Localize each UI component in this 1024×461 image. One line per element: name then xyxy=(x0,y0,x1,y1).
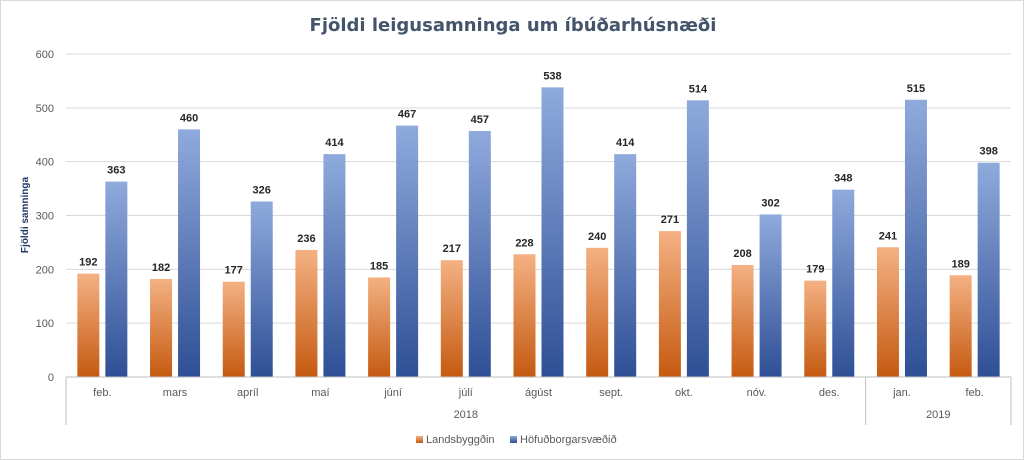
y-tick-label: 100 xyxy=(36,318,54,330)
data-label: 457 xyxy=(471,114,489,126)
y-tick-label: 200 xyxy=(36,264,54,276)
x-tick-label: ágúst xyxy=(525,387,552,399)
x-group-label: 2018 xyxy=(454,409,478,421)
bar-landsbyggdin xyxy=(440,260,463,377)
data-label: 177 xyxy=(225,265,243,277)
data-label: 192 xyxy=(79,257,97,269)
bar-landsbyggdin xyxy=(731,265,754,377)
data-label: 538 xyxy=(543,70,561,82)
data-label: 414 xyxy=(616,137,635,149)
data-label: 189 xyxy=(951,258,969,270)
bar-landsbyggdin xyxy=(804,280,827,377)
data-label: 240 xyxy=(588,231,606,243)
data-label: 414 xyxy=(325,137,344,149)
bar-hofudborgarsvaedid xyxy=(977,162,1000,377)
bar-hofudborgarsvaedid xyxy=(541,87,564,378)
y-axis-label: Fjöldi samninga xyxy=(20,177,31,254)
x-tick-label: des. xyxy=(819,387,840,399)
data-label: 460 xyxy=(180,112,198,124)
data-label: 363 xyxy=(107,165,125,177)
x-tick-label: nóv. xyxy=(747,387,767,399)
data-label: 228 xyxy=(515,237,533,249)
data-label: 348 xyxy=(834,173,852,185)
bar-landsbyggdin xyxy=(658,231,681,377)
data-label: 398 xyxy=(979,146,997,158)
x-tick-label: apríl xyxy=(237,387,258,399)
data-label: 302 xyxy=(761,197,779,209)
y-tick-label: 400 xyxy=(36,157,54,169)
data-label: 185 xyxy=(370,260,388,272)
bars: 192 363 182 460 177 326 236 414 185 467 217 457 228 5… xyxy=(77,70,1000,378)
y-tick-label: 300 xyxy=(36,211,54,223)
bar-hofudborgarsvaedid xyxy=(468,130,491,377)
bar-landsbyggdin xyxy=(77,273,100,377)
bar-hofudborgarsvaedid xyxy=(178,129,201,377)
bar-hofudborgarsvaedid xyxy=(250,201,273,377)
x-tick-label: mars xyxy=(163,387,188,399)
data-label: 179 xyxy=(806,264,824,276)
data-label: 515 xyxy=(907,83,925,95)
bar-landsbyggdin xyxy=(150,279,173,377)
y-tick-label: 500 xyxy=(36,103,54,115)
bar-landsbyggdin xyxy=(513,254,536,377)
bar-landsbyggdin xyxy=(222,281,245,377)
bar-hofudborgarsvaedid xyxy=(759,214,782,377)
bar-hofudborgarsvaedid xyxy=(396,125,419,378)
legend-entry: Höfuðborgarsvæðið xyxy=(520,434,617,446)
bar-landsbyggdin xyxy=(368,277,391,377)
data-label: 217 xyxy=(443,243,461,255)
bar-hofudborgarsvaedid xyxy=(832,189,855,377)
bar-landsbyggdin xyxy=(586,247,609,377)
data-label: 467 xyxy=(398,109,416,121)
bar-hofudborgarsvaedid xyxy=(105,181,128,377)
x-axis: feb. mars apríl maí júní júlí ágúst sept. okt. nó… xyxy=(65,376,1012,425)
y-tick-label: 600 xyxy=(36,49,54,61)
data-label: 326 xyxy=(253,185,271,197)
x-tick-label: jan. xyxy=(892,387,911,399)
x-tick-label: júní xyxy=(383,387,402,399)
x-tick-label: maí xyxy=(311,387,329,399)
legend-swatch xyxy=(416,436,423,443)
legend-swatch xyxy=(510,436,517,443)
data-label: 182 xyxy=(152,262,170,274)
data-label: 241 xyxy=(879,230,897,242)
data-label: 208 xyxy=(733,248,751,260)
x-tick-label: feb. xyxy=(965,387,983,399)
y-tick-label: 0 xyxy=(48,372,54,384)
legend-entry: Landsbyggðin xyxy=(426,434,495,446)
bar-landsbyggdin xyxy=(295,249,318,377)
x-tick-label: sept. xyxy=(599,387,623,399)
bar-landsbyggdin xyxy=(876,247,899,377)
x-group-label: 2019 xyxy=(926,409,950,421)
x-tick-label: feb. xyxy=(93,387,111,399)
data-label: 514 xyxy=(689,83,708,95)
bar-hofudborgarsvaedid xyxy=(686,100,709,378)
legend: Landsbyggðin Höfuðborgarsvæðið xyxy=(416,434,617,446)
bar-hofudborgarsvaedid xyxy=(614,154,637,377)
data-label: 236 xyxy=(297,233,315,245)
x-tick-label: okt. xyxy=(675,387,693,399)
bar-hofudborgarsvaedid xyxy=(323,154,346,377)
data-label: 271 xyxy=(661,214,679,226)
bar-landsbyggdin xyxy=(949,275,972,377)
bar-hofudborgarsvaedid xyxy=(904,99,927,377)
x-tick-label: júlí xyxy=(458,387,473,399)
chart-title: Fjöldi leigusamninga um íbúðarhúsnæði xyxy=(310,15,717,36)
